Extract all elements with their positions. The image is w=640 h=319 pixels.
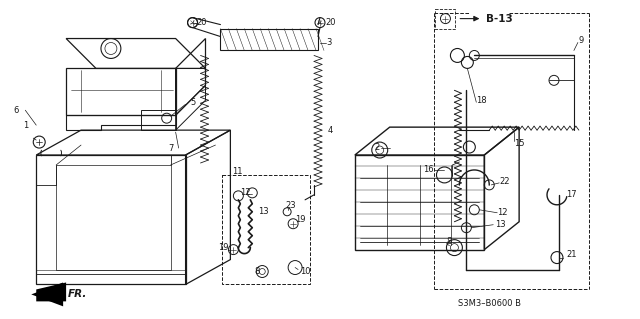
Text: B-13: B-13 <box>486 14 513 24</box>
Text: 3: 3 <box>326 38 332 47</box>
Text: 2: 2 <box>375 143 380 152</box>
Text: 17: 17 <box>566 190 577 199</box>
Text: 18: 18 <box>476 96 487 105</box>
Text: 4: 4 <box>328 126 333 135</box>
Text: 9: 9 <box>579 36 584 45</box>
Text: 5: 5 <box>191 98 196 107</box>
Text: 19: 19 <box>295 215 306 224</box>
Text: 23: 23 <box>285 201 296 210</box>
Text: 12: 12 <box>497 208 508 217</box>
Text: 13: 13 <box>259 207 269 216</box>
Text: 7: 7 <box>169 144 174 152</box>
Text: 20: 20 <box>325 18 335 27</box>
Text: 1: 1 <box>23 121 29 130</box>
Text: 19: 19 <box>218 243 229 252</box>
Text: 8: 8 <box>254 267 260 276</box>
Text: 11: 11 <box>232 167 243 176</box>
Text: 15: 15 <box>514 138 525 148</box>
Polygon shape <box>31 282 63 306</box>
Text: S3M3–B0600 B: S3M3–B0600 B <box>458 299 521 308</box>
Text: 6: 6 <box>13 106 19 115</box>
Text: 21: 21 <box>566 250 577 259</box>
Text: 20: 20 <box>196 18 207 27</box>
Text: 16: 16 <box>424 166 434 174</box>
Polygon shape <box>36 282 66 301</box>
Text: 10: 10 <box>300 267 310 276</box>
Text: 22: 22 <box>499 177 509 186</box>
Text: FR.: FR. <box>68 289 88 300</box>
Text: 13: 13 <box>495 220 506 229</box>
Text: 12: 12 <box>241 188 251 197</box>
Text: 8: 8 <box>447 237 452 246</box>
